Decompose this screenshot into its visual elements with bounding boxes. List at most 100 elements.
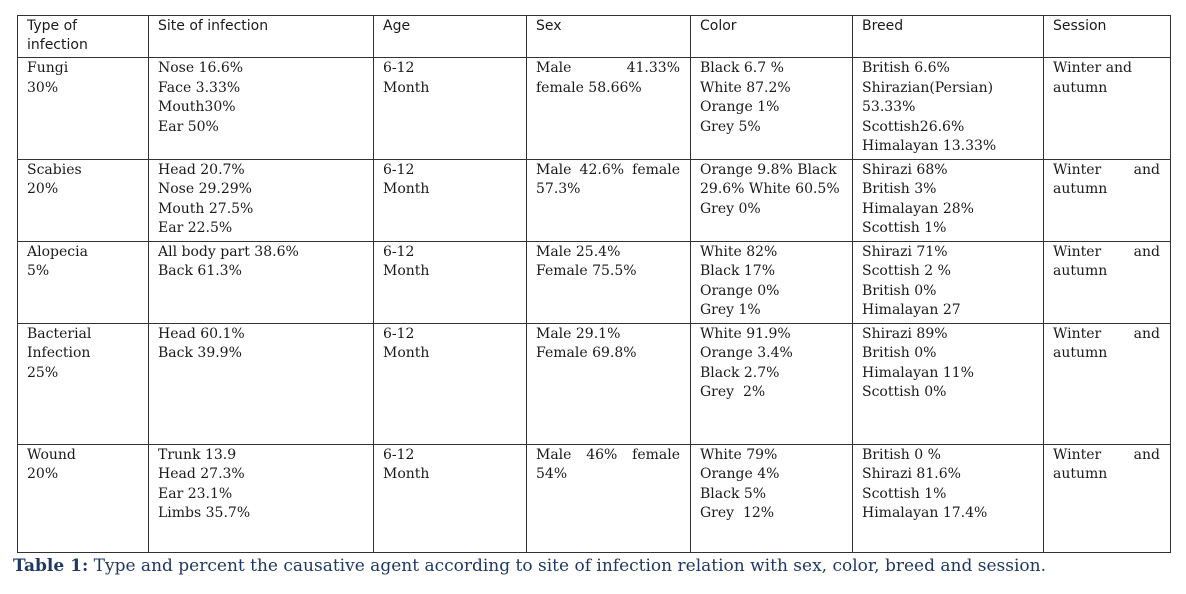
color-line: White 91.9%	[700, 325, 791, 342]
site-line: Ear 22.5%	[158, 220, 233, 236]
color-line: White 87.2%	[700, 79, 791, 96]
site-line: Mouth30%	[158, 99, 236, 115]
color-line: White 79%	[700, 446, 778, 463]
cell-age: 6-12 Month	[373, 322, 527, 445]
color-line: Grey 5%	[700, 118, 761, 135]
age-line: Month	[383, 345, 430, 361]
color-line: Black 5%	[700, 485, 767, 502]
session-word: and	[1133, 161, 1160, 178]
cell-type: Wound 20%	[17, 443, 149, 553]
cell-site: Trunk 13.9 Head 27.3% Ear 23.1% Limbs 35…	[148, 443, 374, 553]
breed-line: Himalayan 11%	[862, 364, 974, 381]
header-site: Site of infection	[148, 15, 374, 58]
breed-line: Shirazi 89%	[862, 325, 948, 342]
site-line: Head 20.7%	[158, 161, 245, 178]
breed-line: Scottish26.6%	[862, 118, 965, 135]
type-name: Infection	[27, 345, 91, 361]
type-name: Wound	[27, 446, 76, 463]
age-line: 6-12	[383, 161, 415, 178]
breed-line: 53.33%	[862, 99, 916, 115]
color-line: White 82%	[700, 243, 778, 260]
color-line: Orange 1%	[700, 99, 780, 115]
session-line: Winter and	[1053, 243, 1160, 263]
cell-session: Winter and autumn	[1043, 322, 1171, 445]
site-line: Nose 16.6%	[158, 60, 244, 76]
caption-label: Table 1:	[13, 556, 89, 576]
table-row: Fungi 30% Nose 16.6% Face 3.33% Mouth30%…	[17, 57, 1171, 160]
color-line: Black 6.7 %	[700, 60, 784, 76]
sex-line: Male 41.33%	[536, 59, 680, 79]
age-line: 6-12	[383, 60, 415, 76]
cell-color: White 82% Black 17% Orange 0% Grey 1%	[690, 240, 853, 324]
color-line: Orange 4%	[700, 466, 780, 482]
session-word: Winter	[1053, 325, 1102, 342]
cell-site: Head 20.7% Nose 29.29% Mouth 27.5% Ear 2…	[148, 158, 374, 242]
type-name: Scabies	[27, 161, 82, 178]
cell-breed: Shirazi 89% British 0% Himalayan 11% Sco…	[852, 322, 1044, 445]
cell-sex: Male 41.33% female 58.66%	[526, 57, 691, 160]
type-percent: 20%	[27, 181, 59, 197]
color-line: Black 17%	[700, 263, 776, 279]
type-name: Fungi	[27, 60, 69, 76]
cell-color: White 79% Orange 4% Black 5% Grey 12%	[690, 443, 853, 553]
table-row: Alopecia 5% All body part 38.6% Back 61.…	[17, 240, 1171, 324]
breed-line: British 0 %	[862, 446, 941, 463]
cell-breed: British 6.6% Shirazian(Persian) 53.33% S…	[852, 57, 1044, 160]
age-line: Month	[383, 79, 430, 96]
breed-line: Scottish 0%	[862, 384, 947, 400]
sex-male-value: 41.33%	[626, 60, 680, 76]
header-type: Type of infection	[17, 15, 149, 58]
cell-session: Winter and autumn	[1043, 443, 1171, 553]
cell-breed: Shirazi 68% British 3% Himalayan 28% Sco…	[852, 158, 1044, 242]
breed-line: Shirazian(Persian)	[862, 79, 994, 96]
color-line: Grey 2%	[700, 384, 766, 400]
color-line: Grey 1%	[700, 302, 761, 318]
cell-type: Bacterial Infection 25%	[17, 322, 149, 445]
type-percent: 25%	[27, 364, 59, 381]
site-line: Ear 50%	[158, 118, 219, 135]
site-line: Mouth 27.5%	[158, 200, 254, 217]
cell-color: White 91.9% Orange 3.4% Black 2.7% Grey …	[690, 322, 853, 445]
breed-line: Himalayan 28%	[862, 200, 974, 217]
cell-type: Alopecia 5%	[17, 240, 149, 324]
breed-line: British 6.6%	[862, 60, 950, 76]
session-line: autumn	[1053, 466, 1108, 482]
type-percent: 5%	[27, 263, 50, 279]
cell-site: Head 60.1% Back 39.9%	[148, 322, 374, 445]
site-line: Back 39.9%	[158, 345, 242, 361]
header-breed: Breed	[852, 15, 1044, 58]
cell-age: 6-12 Month	[373, 158, 527, 242]
cell-age: 6-12 Month	[373, 443, 527, 553]
breed-line: Himalayan 27	[862, 302, 961, 318]
cell-sex: Male 46% female 54%	[526, 443, 691, 553]
session-word: Winter	[1053, 161, 1102, 178]
site-line: Ear 23.1%	[158, 485, 233, 502]
header-age: Age	[373, 15, 527, 58]
sex-text: Male 42.6% female 57.3%	[536, 161, 680, 198]
sex-line: Female 75.5%	[536, 263, 637, 279]
sex-line: female 58.66%	[536, 79, 642, 96]
session-line: autumn	[1053, 345, 1108, 361]
session-line: autumn	[1053, 181, 1108, 197]
cell-age: 6-12 Month	[373, 57, 527, 160]
session-line: Winter and	[1053, 325, 1160, 345]
age-line: Month	[383, 466, 430, 482]
breed-line: Shirazi 71%	[862, 243, 948, 260]
site-line: Head 27.3%	[158, 466, 245, 482]
color-text: Orange 9.8% Black 29.6% White 60.5% Grey…	[700, 161, 840, 217]
age-line: 6-12	[383, 446, 415, 463]
cell-color: Black 6.7 % White 87.2% Orange 1% Grey 5…	[690, 57, 853, 160]
breed-line: Himalayan 17.4%	[862, 505, 988, 521]
header-row: Type of infection Site of infection Age …	[17, 15, 1171, 58]
sex-text: Male 46% female 54%	[536, 446, 680, 483]
site-line: Trunk 13.9	[158, 446, 237, 463]
age-line: Month	[383, 181, 430, 197]
site-line: Face 3.33%	[158, 79, 241, 96]
table-row: Bacterial Infection 25% Head 60.1% Back …	[17, 322, 1171, 445]
cell-site: All body part 38.6% Back 61.3%	[148, 240, 374, 324]
cell-color: Orange 9.8% Black 29.6% White 60.5% Grey…	[690, 158, 853, 242]
session-line: autumn	[1053, 79, 1108, 96]
session-word: and	[1133, 325, 1160, 342]
color-line: Black 2.7%	[700, 364, 780, 381]
session-word: Winter	[1053, 446, 1102, 463]
